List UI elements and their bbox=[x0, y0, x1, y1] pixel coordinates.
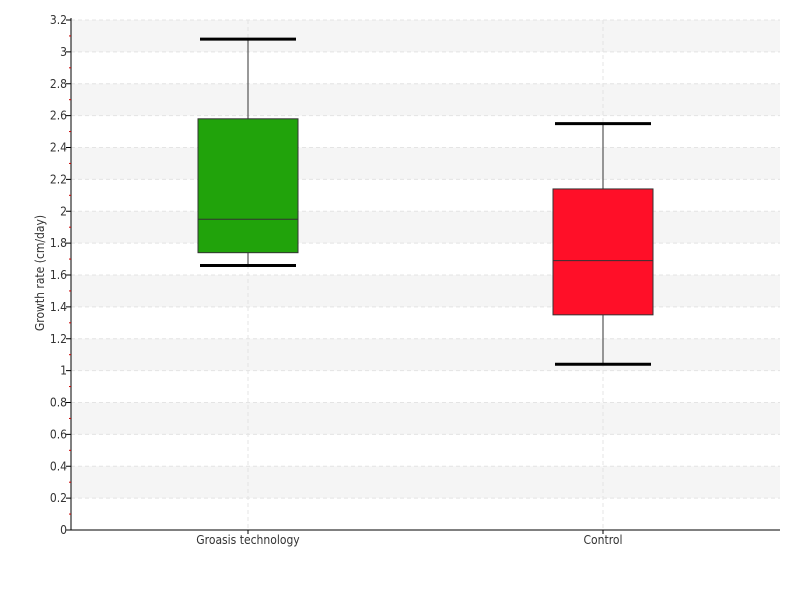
background-band bbox=[71, 147, 780, 180]
y-tick-label: 0.6 bbox=[50, 427, 67, 441]
y-tick-label: 2.4 bbox=[50, 141, 67, 155]
background-bands bbox=[71, 20, 780, 499]
background-band bbox=[71, 211, 780, 244]
y-tick-label: 2.8 bbox=[50, 77, 67, 91]
boxes bbox=[197, 37, 654, 366]
y-tick-label: 0.4 bbox=[50, 459, 67, 473]
background-band bbox=[71, 275, 780, 307]
y-tick-label: 1.8 bbox=[50, 236, 67, 250]
background-band bbox=[71, 402, 780, 435]
y-tick-label: 0 bbox=[60, 523, 67, 537]
y-tick-label: 1.6 bbox=[50, 268, 67, 282]
box-plot-control bbox=[552, 122, 654, 366]
y-axis-title: Growth rate (cm/day) bbox=[33, 215, 47, 331]
background-band bbox=[71, 466, 780, 499]
y-tick-label: 1 bbox=[60, 364, 67, 378]
axis-labels: 0 0.2 0.4 0.6 0.8 1 1.2 1.4 1.6 1.8 2 2.2 2.4 2.6 2.8 3… bbox=[33, 13, 623, 547]
y-tick-label: 3.2 bbox=[50, 13, 67, 27]
y-tick-label: 3 bbox=[60, 45, 67, 59]
y-tick-label: 2 bbox=[60, 204, 67, 218]
y-tick-label: 0.8 bbox=[50, 396, 67, 410]
box-plot-groasis bbox=[197, 37, 299, 267]
y-tick-label: 2.2 bbox=[50, 172, 67, 186]
axes bbox=[66, 18, 780, 534]
y-tick-label: 1.2 bbox=[50, 332, 67, 346]
background-band bbox=[71, 20, 780, 52]
x-tick-label: Control bbox=[584, 533, 623, 547]
y-tick-label: 2.6 bbox=[50, 109, 67, 123]
x-tick-label: Groasis technology bbox=[196, 533, 300, 547]
iqr-box bbox=[197, 118, 299, 254]
iqr-box bbox=[552, 188, 654, 316]
background-band bbox=[71, 338, 780, 371]
y-tick-label: 0.2 bbox=[50, 491, 67, 505]
background-band bbox=[71, 83, 780, 116]
y-tick-label: 1.4 bbox=[50, 300, 67, 314]
